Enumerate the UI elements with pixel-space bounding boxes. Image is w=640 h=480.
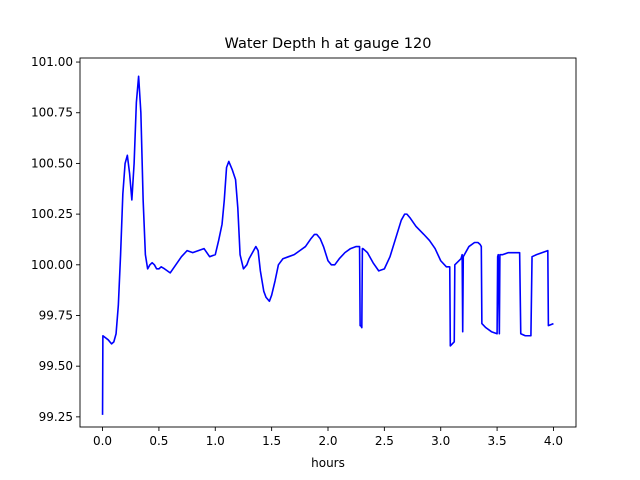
x-tick-label: 2.0: [318, 434, 337, 448]
y-tick-label: 101.00: [31, 55, 73, 69]
y-tick-label: 100.25: [31, 207, 73, 221]
x-axis: 0.0 0.5 1.0 1.5 2.0 2.5 3.0 3.5 4.0: [93, 427, 563, 448]
y-axis: 99.25 99.50 99.75 100.00 100.25 100.50 100.75 1…: [31, 55, 80, 424]
y-tick-label: 100.00: [31, 258, 73, 272]
x-tick-label: 0.0: [93, 434, 112, 448]
x-tick-label: 0.5: [149, 434, 168, 448]
chart-title: Water Depth h at gauge 120: [225, 36, 432, 52]
x-tick-label: 3.5: [488, 434, 507, 448]
plot-area: [79, 57, 577, 428]
x-tick-label: 3.0: [431, 434, 450, 448]
x-tick-label: 1.0: [206, 434, 225, 448]
y-tick-label: 99.50: [39, 359, 73, 373]
y-tick-label: 99.75: [39, 308, 73, 322]
y-tick-label: 99.25: [39, 410, 73, 424]
x-tick-label: 4.0: [544, 434, 563, 448]
y-tick-label: 100.50: [31, 156, 73, 170]
x-tick-label: 2.5: [375, 434, 394, 448]
y-tick-label: 100.75: [31, 106, 73, 120]
water-depth-line: [101, 75, 554, 415]
x-tick-label: 1.5: [262, 434, 281, 448]
x-axis-title: hours: [311, 456, 345, 470]
